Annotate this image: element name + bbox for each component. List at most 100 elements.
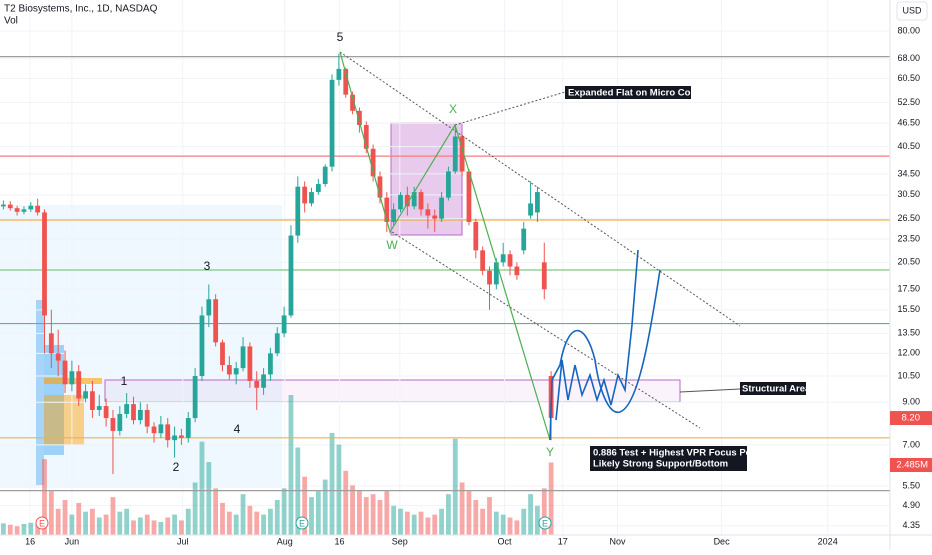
chart-title: T2 Biosystems, Inc., 1D, NASDAQ: [4, 4, 158, 15]
candle-body: [69, 371, 75, 385]
volume-bar: [233, 514, 239, 535]
candle-body: [480, 250, 486, 271]
volume-bar: [42, 459, 47, 535]
volume-bar: [185, 508, 191, 535]
volume-bar: [83, 511, 88, 535]
y-tick-label: 9.00: [902, 397, 920, 407]
callout-text: 0.886 Test + Highest VPR Focus Point: [593, 448, 764, 459]
wave-label: X: [449, 102, 457, 116]
volume-profile: [44, 395, 84, 445]
volume-bar: [28, 522, 34, 535]
currency-label: USD: [902, 5, 922, 15]
candle-body: [48, 333, 54, 354]
volume-bar: [452, 438, 458, 535]
volume-bar: [432, 514, 438, 535]
y-tick-label: 40.50: [897, 141, 920, 151]
candle-body: [357, 110, 362, 126]
volume-bar: [384, 491, 390, 535]
earnings-icon[interactable]: [538, 516, 552, 530]
volume-bar: [7, 524, 13, 535]
volume-profile: [36, 300, 44, 485]
wave-label: 4: [234, 422, 241, 436]
volume-bar: [1, 523, 6, 535]
candle-body: [1, 204, 6, 207]
background-layer: [0, 122, 681, 488]
candle-body: [220, 342, 225, 366]
candle-body: [418, 192, 424, 210]
candle-body: [363, 125, 369, 149]
volume-badge-label: 2.485M: [896, 460, 928, 471]
candle-body: [110, 418, 116, 431]
candle-body: [192, 376, 198, 419]
candle-body: [137, 409, 143, 421]
wave-line: [339, 51, 551, 441]
projection-path: [555, 249, 639, 421]
candle-body: [514, 266, 520, 276]
volume-bar: [336, 444, 342, 535]
earnings-icon[interactable]: [35, 516, 49, 530]
labels: 5 3 1 4 2 X W Y Expanded Flat on Micro C…: [35, 30, 811, 530]
volume-bar: [295, 447, 301, 535]
candle-body: [446, 171, 451, 198]
x-tick-label: 16: [25, 536, 35, 546]
earnings-icon[interactable]: [295, 516, 309, 530]
candle-body: [487, 270, 492, 285]
wave-label: 5: [337, 30, 344, 44]
candle-body: [370, 148, 376, 177]
y-tick-label: 60.50: [897, 73, 920, 83]
wave-label: W: [386, 238, 398, 252]
candle-body: [14, 208, 20, 212]
candle-body: [240, 346, 246, 369]
candle-body: [233, 368, 239, 375]
candle-body: [55, 353, 61, 361]
volume-bar: [90, 508, 95, 535]
volume-bar: [541, 488, 547, 535]
volume-bar: [446, 494, 451, 535]
y-tick-label: 4.35: [902, 520, 920, 530]
price-badge: [890, 411, 932, 426]
volume-bar: [343, 470, 349, 535]
y-tick-label: 23.50: [897, 234, 920, 244]
candle-body: [274, 333, 280, 354]
y-tick-label: 26.50: [897, 213, 920, 223]
candle-body: [350, 94, 355, 111]
volume-bar: [151, 520, 157, 535]
volume-bar: [377, 500, 383, 535]
earnings-label: E: [39, 518, 45, 528]
volume-bar: [14, 526, 20, 535]
volume-bar: [514, 520, 520, 535]
x-tick-label: Nov: [610, 536, 627, 546]
volume-bar: [350, 485, 355, 535]
volume-bar: [535, 505, 540, 535]
price-badge-label: 8.20: [902, 413, 921, 424]
volume-bar: [329, 432, 335, 535]
candle-body: [21, 209, 27, 212]
candle-body: [179, 435, 184, 438]
volume-layer: [1, 395, 554, 535]
volume-bar: [391, 505, 397, 535]
candle-body: [103, 406, 109, 419]
candle-body: [295, 186, 301, 236]
callout-box: [740, 382, 806, 395]
wave-label: 2: [173, 460, 180, 474]
volume-bar: [199, 441, 205, 535]
y-tick-label: 4.90: [902, 500, 920, 510]
volume-bar: [418, 511, 424, 535]
volume-bar: [521, 508, 527, 535]
callout-box: [590, 446, 747, 471]
volume-bar: [158, 521, 164, 535]
candle-body: [213, 299, 219, 343]
candle-body: [288, 235, 294, 316]
currency-button[interactable]: [896, 1, 928, 21]
volume-bar: [192, 482, 198, 535]
trend-line: [391, 231, 701, 429]
volume-bar: [411, 514, 417, 535]
candle-body: [226, 365, 232, 375]
wave-label: 1: [121, 374, 128, 388]
earnings-label: E: [299, 518, 305, 528]
volume-bar: [363, 497, 369, 535]
candle-body: [466, 171, 472, 222]
candle-body: [42, 212, 47, 316]
volume-bar: [172, 514, 177, 535]
